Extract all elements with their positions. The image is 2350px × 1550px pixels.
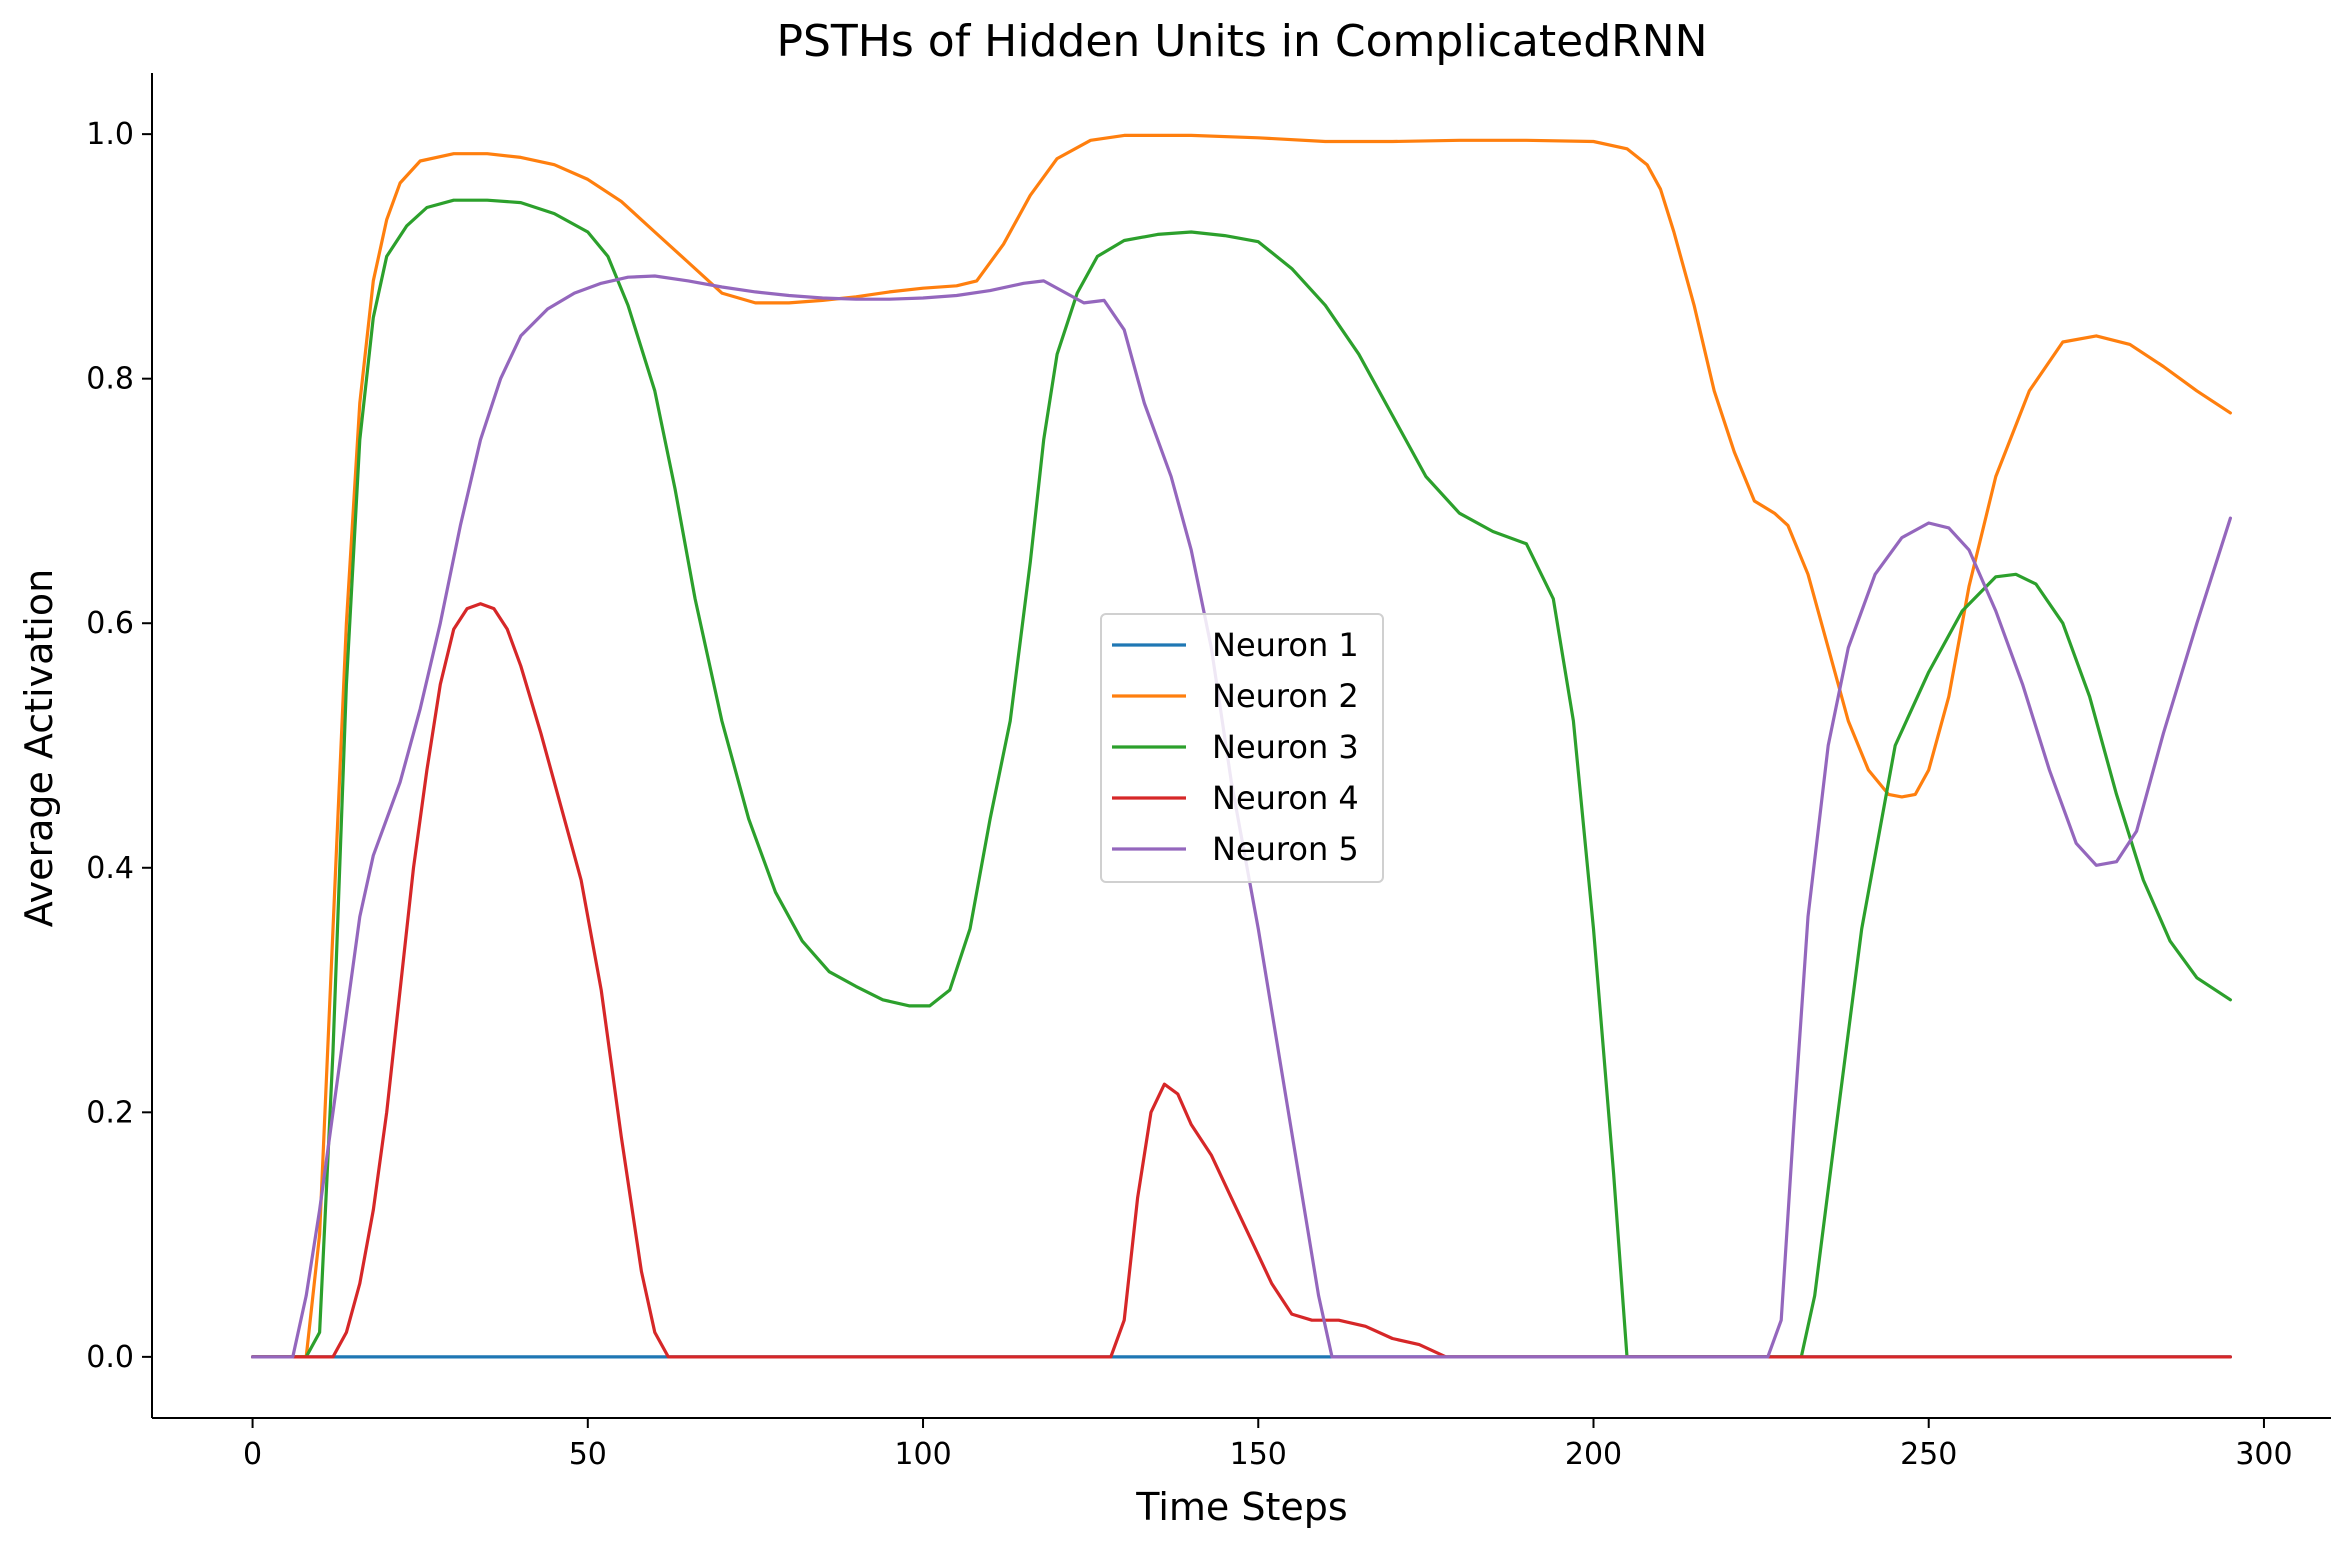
y-tick-label: 0.2 (86, 1095, 134, 1130)
x-tick-label: 50 (569, 1437, 607, 1472)
x-tick-label: 200 (1565, 1437, 1622, 1472)
x-axis-label: Time Steps (1135, 1485, 1347, 1529)
x-tick-label: 300 (2235, 1437, 2292, 1472)
legend-label: Neuron 4 (1212, 779, 1359, 817)
legend-label: Neuron 5 (1212, 830, 1359, 868)
y-tick-label: 0.8 (86, 362, 134, 397)
y-axis-label: Average Activation (17, 569, 61, 927)
x-tick-label: 100 (894, 1437, 951, 1472)
chart-title: PSTHs of Hidden Units in ComplicatedRNN (776, 16, 1707, 67)
y-ticks: 0.0 0.2 0.4 0.6 0.8 1.0 (86, 117, 152, 1375)
series-group (251, 133, 2232, 1359)
legend: Neuron 1 Neuron 2 Neuron 3 Neuron 4 Neuron 5 (1100, 613, 1384, 883)
series-line-neuron-2 (251, 133, 2232, 1359)
legend-label: Neuron 1 (1212, 626, 1359, 664)
legend-box (1100, 613, 1384, 883)
legend-label: Neuron 3 (1212, 728, 1359, 766)
x-tick-label: 250 (1900, 1437, 1957, 1472)
series-line-neuron-3 (251, 198, 2232, 1359)
x-ticks: 0 50 100 150 200 250 300 (243, 1418, 2293, 1472)
y-tick-label: 0.4 (86, 851, 134, 886)
legend-items: Neuron 1 Neuron 2 Neuron 3 Neuron 4 Neuron 5 (1112, 626, 1359, 868)
axes (151, 73, 2331, 1419)
series-line-neuron-5 (251, 274, 2232, 1359)
y-tick-label: 1.0 (86, 117, 134, 152)
legend-label: Neuron 2 (1212, 677, 1359, 715)
x-tick-label: 150 (1230, 1437, 1287, 1472)
x-tick-label: 0 (243, 1437, 262, 1472)
y-tick-label: 0.6 (86, 606, 134, 641)
y-tick-label: 0.0 (86, 1340, 134, 1375)
series-line-neuron-4 (251, 602, 2232, 1359)
